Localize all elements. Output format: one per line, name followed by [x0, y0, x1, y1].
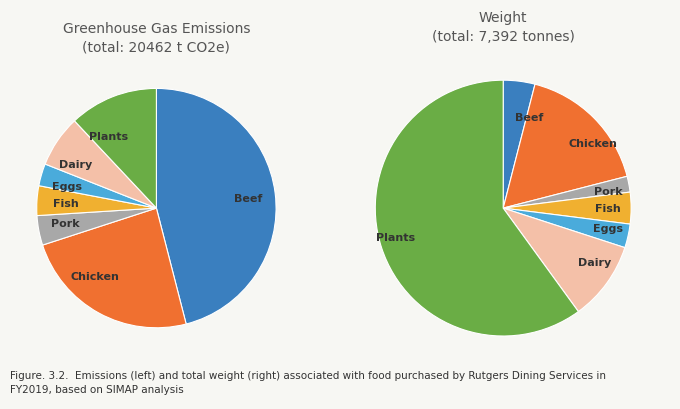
Wedge shape: [503, 81, 535, 209]
Title: Weight
(total: 7,392 tonnes): Weight (total: 7,392 tonnes): [432, 11, 575, 44]
Wedge shape: [43, 209, 186, 328]
Text: Beef: Beef: [515, 112, 543, 122]
Text: Fish: Fish: [53, 199, 79, 209]
Wedge shape: [503, 209, 625, 312]
Wedge shape: [503, 193, 631, 225]
Wedge shape: [156, 89, 276, 324]
Text: Plants: Plants: [377, 232, 415, 242]
Text: Beef: Beef: [233, 194, 262, 204]
Text: Eggs: Eggs: [593, 224, 623, 234]
Text: Dairy: Dairy: [58, 160, 92, 170]
Text: Chicken: Chicken: [568, 139, 617, 148]
Wedge shape: [37, 186, 156, 216]
Text: Plants: Plants: [88, 131, 128, 142]
Text: Pork: Pork: [594, 187, 622, 196]
Text: Eggs: Eggs: [52, 182, 82, 192]
Wedge shape: [503, 209, 630, 248]
Wedge shape: [375, 81, 579, 336]
Wedge shape: [39, 165, 156, 209]
Text: Pork: Pork: [52, 218, 80, 228]
Title: Greenhouse Gas Emissions
(total: 20462 t CO2e): Greenhouse Gas Emissions (total: 20462 t…: [63, 22, 250, 54]
Wedge shape: [37, 209, 156, 245]
Text: Fish: Fish: [595, 204, 621, 213]
Text: Dairy: Dairy: [578, 258, 611, 267]
Text: Figure. 3.2.  Emissions (left) and total weight (right) associated with food pur: Figure. 3.2. Emissions (left) and total …: [10, 370, 606, 394]
Wedge shape: [503, 177, 630, 209]
Wedge shape: [503, 85, 627, 209]
Wedge shape: [45, 121, 156, 209]
Text: Chicken: Chicken: [70, 272, 119, 281]
Wedge shape: [75, 89, 156, 209]
